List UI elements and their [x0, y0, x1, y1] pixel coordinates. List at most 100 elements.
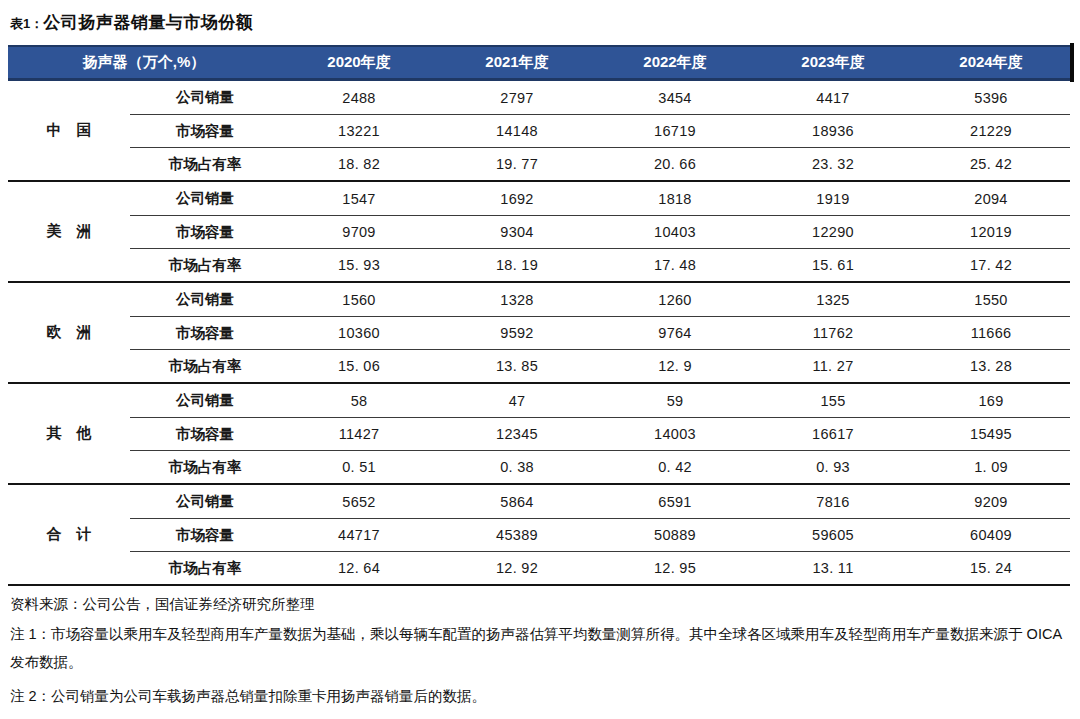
value-cell: 9209: [912, 494, 1070, 510]
table-row: 公司销量56525864659178169209: [130, 485, 1070, 518]
value-cell: 9764: [596, 325, 754, 341]
value-cell: 10403: [596, 224, 754, 240]
value-cell: 18936: [754, 123, 912, 139]
value-cell: 1919: [754, 191, 912, 207]
metric-label: 市场占有率: [130, 155, 280, 174]
report-table-page: 表1：公司扬声器销量与市场份额 扬声器（万个,%） 2020年度 2021年度 …: [0, 0, 1080, 711]
value-cell: 13221: [280, 123, 438, 139]
value-cell: 18. 82: [280, 156, 438, 172]
value-cell: 5864: [438, 494, 596, 510]
metric-label: 市场占有率: [130, 559, 280, 578]
table-row: 市场占有率12. 6412. 9212. 9513. 1115. 24: [130, 551, 1070, 584]
value-cell: 15495: [912, 426, 1070, 442]
metric-label: 公司销量: [130, 492, 280, 511]
table-row: 公司销量584759155169: [130, 384, 1070, 417]
value-cell: 19. 77: [438, 156, 596, 172]
region-rows: 公司销量15601328126013251550市场容量103609592976…: [130, 283, 1070, 382]
metric-label: 市场容量: [130, 425, 280, 444]
value-cell: 2797: [438, 90, 596, 106]
value-cell: 1547: [280, 191, 438, 207]
table-row: 市场占有率15. 9318. 1917. 4815. 6117. 42: [130, 248, 1070, 281]
table-header-row: 扬声器（万个,%） 2020年度 2021年度 2022年度 2023年度 20…: [8, 45, 1070, 81]
table-row: 公司销量24882797345444175396: [130, 81, 1070, 114]
value-cell: 7816: [754, 494, 912, 510]
value-cell: 1818: [596, 191, 754, 207]
value-cell: 0. 93: [754, 459, 912, 475]
table-title: 表1：公司扬声器销量与市场份额: [8, 11, 1070, 34]
table-title-text: 公司扬声器销量与市场份额: [43, 13, 253, 32]
region-label: 美 洲: [8, 182, 130, 281]
value-cell: 15. 06: [280, 358, 438, 374]
table-row: 市场容量1142712345140031661715495: [130, 417, 1070, 450]
metric-label: 市场占有率: [130, 256, 280, 275]
value-cell: 12290: [754, 224, 912, 240]
value-cell: 0. 51: [280, 459, 438, 475]
value-cell: 50889: [596, 527, 754, 543]
value-cell: 4417: [754, 90, 912, 106]
value-cell: 5652: [280, 494, 438, 510]
value-cell: 13. 85: [438, 358, 596, 374]
text-cursor-bar: [1070, 43, 1074, 82]
value-cell: 21229: [912, 123, 1070, 139]
value-cell: 20. 66: [596, 156, 754, 172]
value-cell: 47: [438, 393, 596, 409]
value-cell: 1692: [438, 191, 596, 207]
value-cell: 11427: [280, 426, 438, 442]
value-cell: 12. 95: [596, 560, 754, 576]
region-group: 其 他公司销量584759155169市场容量11427123451400316…: [8, 382, 1070, 483]
region-label: 欧 洲: [8, 283, 130, 382]
metric-label: 市场占有率: [130, 357, 280, 376]
metric-label: 公司销量: [130, 290, 280, 309]
value-cell: 155: [754, 393, 912, 409]
value-cell: 9592: [438, 325, 596, 341]
value-cell: 59: [596, 393, 754, 409]
header-unit-label: 扬声器（万个,%）: [8, 53, 280, 72]
value-cell: 60409: [912, 527, 1070, 543]
value-cell: 12. 92: [438, 560, 596, 576]
metric-label: 公司销量: [130, 189, 280, 208]
table-row: 市场占有率18. 8219. 7720. 6623. 3225. 42: [130, 147, 1070, 180]
value-cell: 17. 42: [912, 257, 1070, 273]
table-row: 市场占有率15. 0613. 8512. 911. 2713. 28: [130, 349, 1070, 382]
value-cell: 9709: [280, 224, 438, 240]
value-cell: 11666: [912, 325, 1070, 341]
region-rows: 公司销量584759155169市场容量11427123451400316617…: [130, 384, 1070, 483]
region-rows: 公司销量56525864659178169209市场容量447174538950…: [130, 485, 1070, 584]
table-row: 市场占有率0. 510. 380. 420. 931. 09: [130, 450, 1070, 483]
value-cell: 12019: [912, 224, 1070, 240]
value-cell: 16719: [596, 123, 754, 139]
value-cell: 14148: [438, 123, 596, 139]
region-label: 其 他: [8, 384, 130, 483]
metric-label: 公司销量: [130, 391, 280, 410]
table-row: 市场容量4471745389508895960560409: [130, 518, 1070, 551]
table-row: 市场容量10360959297641176211666: [130, 316, 1070, 349]
footnote-1: 注 1：市场容量以乘用车及轻型商用车产量数据为基础，乘以每辆车配置的扬声器估算平…: [10, 621, 1072, 676]
value-cell: 17. 48: [596, 257, 754, 273]
metric-label: 市场占有率: [130, 458, 280, 477]
region-group: 美 洲公司销量15471692181819192094市场容量970993041…: [8, 180, 1070, 281]
value-cell: 44717: [280, 527, 438, 543]
value-cell: 45389: [438, 527, 596, 543]
value-cell: 58: [280, 393, 438, 409]
value-cell: 1550: [912, 292, 1070, 308]
data-table: 扬声器（万个,%） 2020年度 2021年度 2022年度 2023年度 20…: [8, 45, 1070, 586]
table-row: 公司销量15601328126013251550: [130, 283, 1070, 316]
metric-label: 市场容量: [130, 526, 280, 545]
value-cell: 11762: [754, 325, 912, 341]
value-cell: 12. 9: [596, 358, 754, 374]
metric-label: 公司销量: [130, 88, 280, 107]
value-cell: 1. 09: [912, 459, 1070, 475]
value-cell: 12. 64: [280, 560, 438, 576]
footnote-2: 注 2：公司销量为公司车载扬声器总销量扣除重卡用扬声器销量后的数据。: [10, 683, 1072, 711]
table-body: 中 国公司销量24882797345444175396市场容量132211414…: [8, 81, 1070, 584]
value-cell: 25. 42: [912, 156, 1070, 172]
year-header-2023: 2023年度: [754, 53, 912, 72]
value-cell: 11. 27: [754, 358, 912, 374]
region-rows: 公司销量24882797345444175396市场容量132211414816…: [130, 81, 1070, 180]
year-header-2022: 2022年度: [596, 53, 754, 72]
value-cell: 5396: [912, 90, 1070, 106]
value-cell: 15. 93: [280, 257, 438, 273]
metric-label: 市场容量: [130, 223, 280, 242]
source-note: 资料来源：公司公告，国信证券经济研究所整理: [10, 595, 1070, 614]
table-row: 公司销量15471692181819192094: [130, 182, 1070, 215]
